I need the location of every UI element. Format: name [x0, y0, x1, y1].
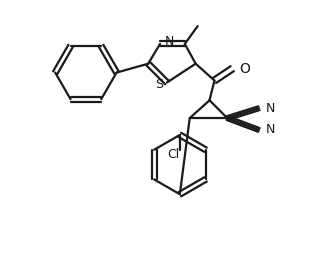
Text: N: N — [266, 123, 275, 136]
Text: O: O — [239, 62, 250, 76]
Text: N: N — [165, 36, 174, 49]
Text: S: S — [155, 78, 163, 91]
Text: N: N — [266, 102, 275, 115]
Text: Cl: Cl — [167, 148, 179, 161]
